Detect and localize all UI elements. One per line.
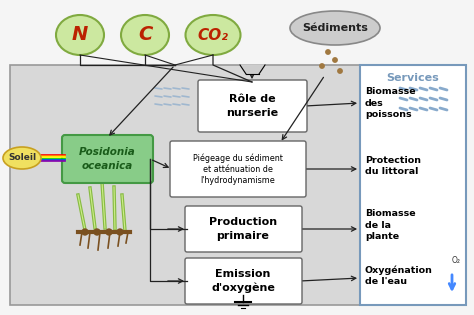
Circle shape bbox=[94, 229, 100, 235]
FancyBboxPatch shape bbox=[185, 258, 302, 304]
FancyBboxPatch shape bbox=[62, 135, 153, 183]
Text: Posidonia
oceanica: Posidonia oceanica bbox=[79, 147, 136, 171]
Text: Oxygénation
de l'eau: Oxygénation de l'eau bbox=[365, 266, 433, 286]
Text: N: N bbox=[72, 26, 88, 44]
Text: Rôle de
nurserie: Rôle de nurserie bbox=[226, 94, 278, 117]
Ellipse shape bbox=[185, 15, 240, 55]
Text: Services: Services bbox=[387, 73, 439, 83]
Circle shape bbox=[326, 50, 330, 54]
Text: Production
primaire: Production primaire bbox=[209, 217, 277, 241]
Circle shape bbox=[333, 58, 337, 62]
Circle shape bbox=[338, 69, 342, 73]
Text: Emission
d'oxygène: Emission d'oxygène bbox=[211, 269, 275, 293]
Circle shape bbox=[106, 229, 112, 235]
Text: Biomasse
de la
plante: Biomasse de la plante bbox=[365, 209, 416, 241]
FancyBboxPatch shape bbox=[185, 206, 302, 252]
Text: C: C bbox=[138, 26, 152, 44]
Ellipse shape bbox=[56, 15, 104, 55]
Ellipse shape bbox=[3, 147, 41, 169]
Text: O₂: O₂ bbox=[452, 256, 461, 265]
Bar bbox=[10, 65, 360, 305]
Text: Biomasse
des
poissons: Biomasse des poissons bbox=[365, 87, 416, 119]
Circle shape bbox=[117, 229, 123, 235]
Text: Soleil: Soleil bbox=[8, 153, 36, 163]
Text: Piégeage du sédiment
et atténuation de
l'hydrodynamisme: Piégeage du sédiment et atténuation de l… bbox=[193, 153, 283, 185]
Ellipse shape bbox=[121, 15, 169, 55]
Text: CO₂: CO₂ bbox=[198, 27, 228, 43]
Bar bbox=[360, 65, 466, 305]
Polygon shape bbox=[240, 65, 265, 74]
Ellipse shape bbox=[290, 11, 380, 45]
FancyBboxPatch shape bbox=[170, 141, 306, 197]
Text: Sédiments: Sédiments bbox=[302, 23, 368, 33]
FancyBboxPatch shape bbox=[198, 80, 307, 132]
Circle shape bbox=[320, 64, 324, 68]
Text: Protection
du littoral: Protection du littoral bbox=[365, 156, 421, 176]
Circle shape bbox=[82, 229, 88, 235]
